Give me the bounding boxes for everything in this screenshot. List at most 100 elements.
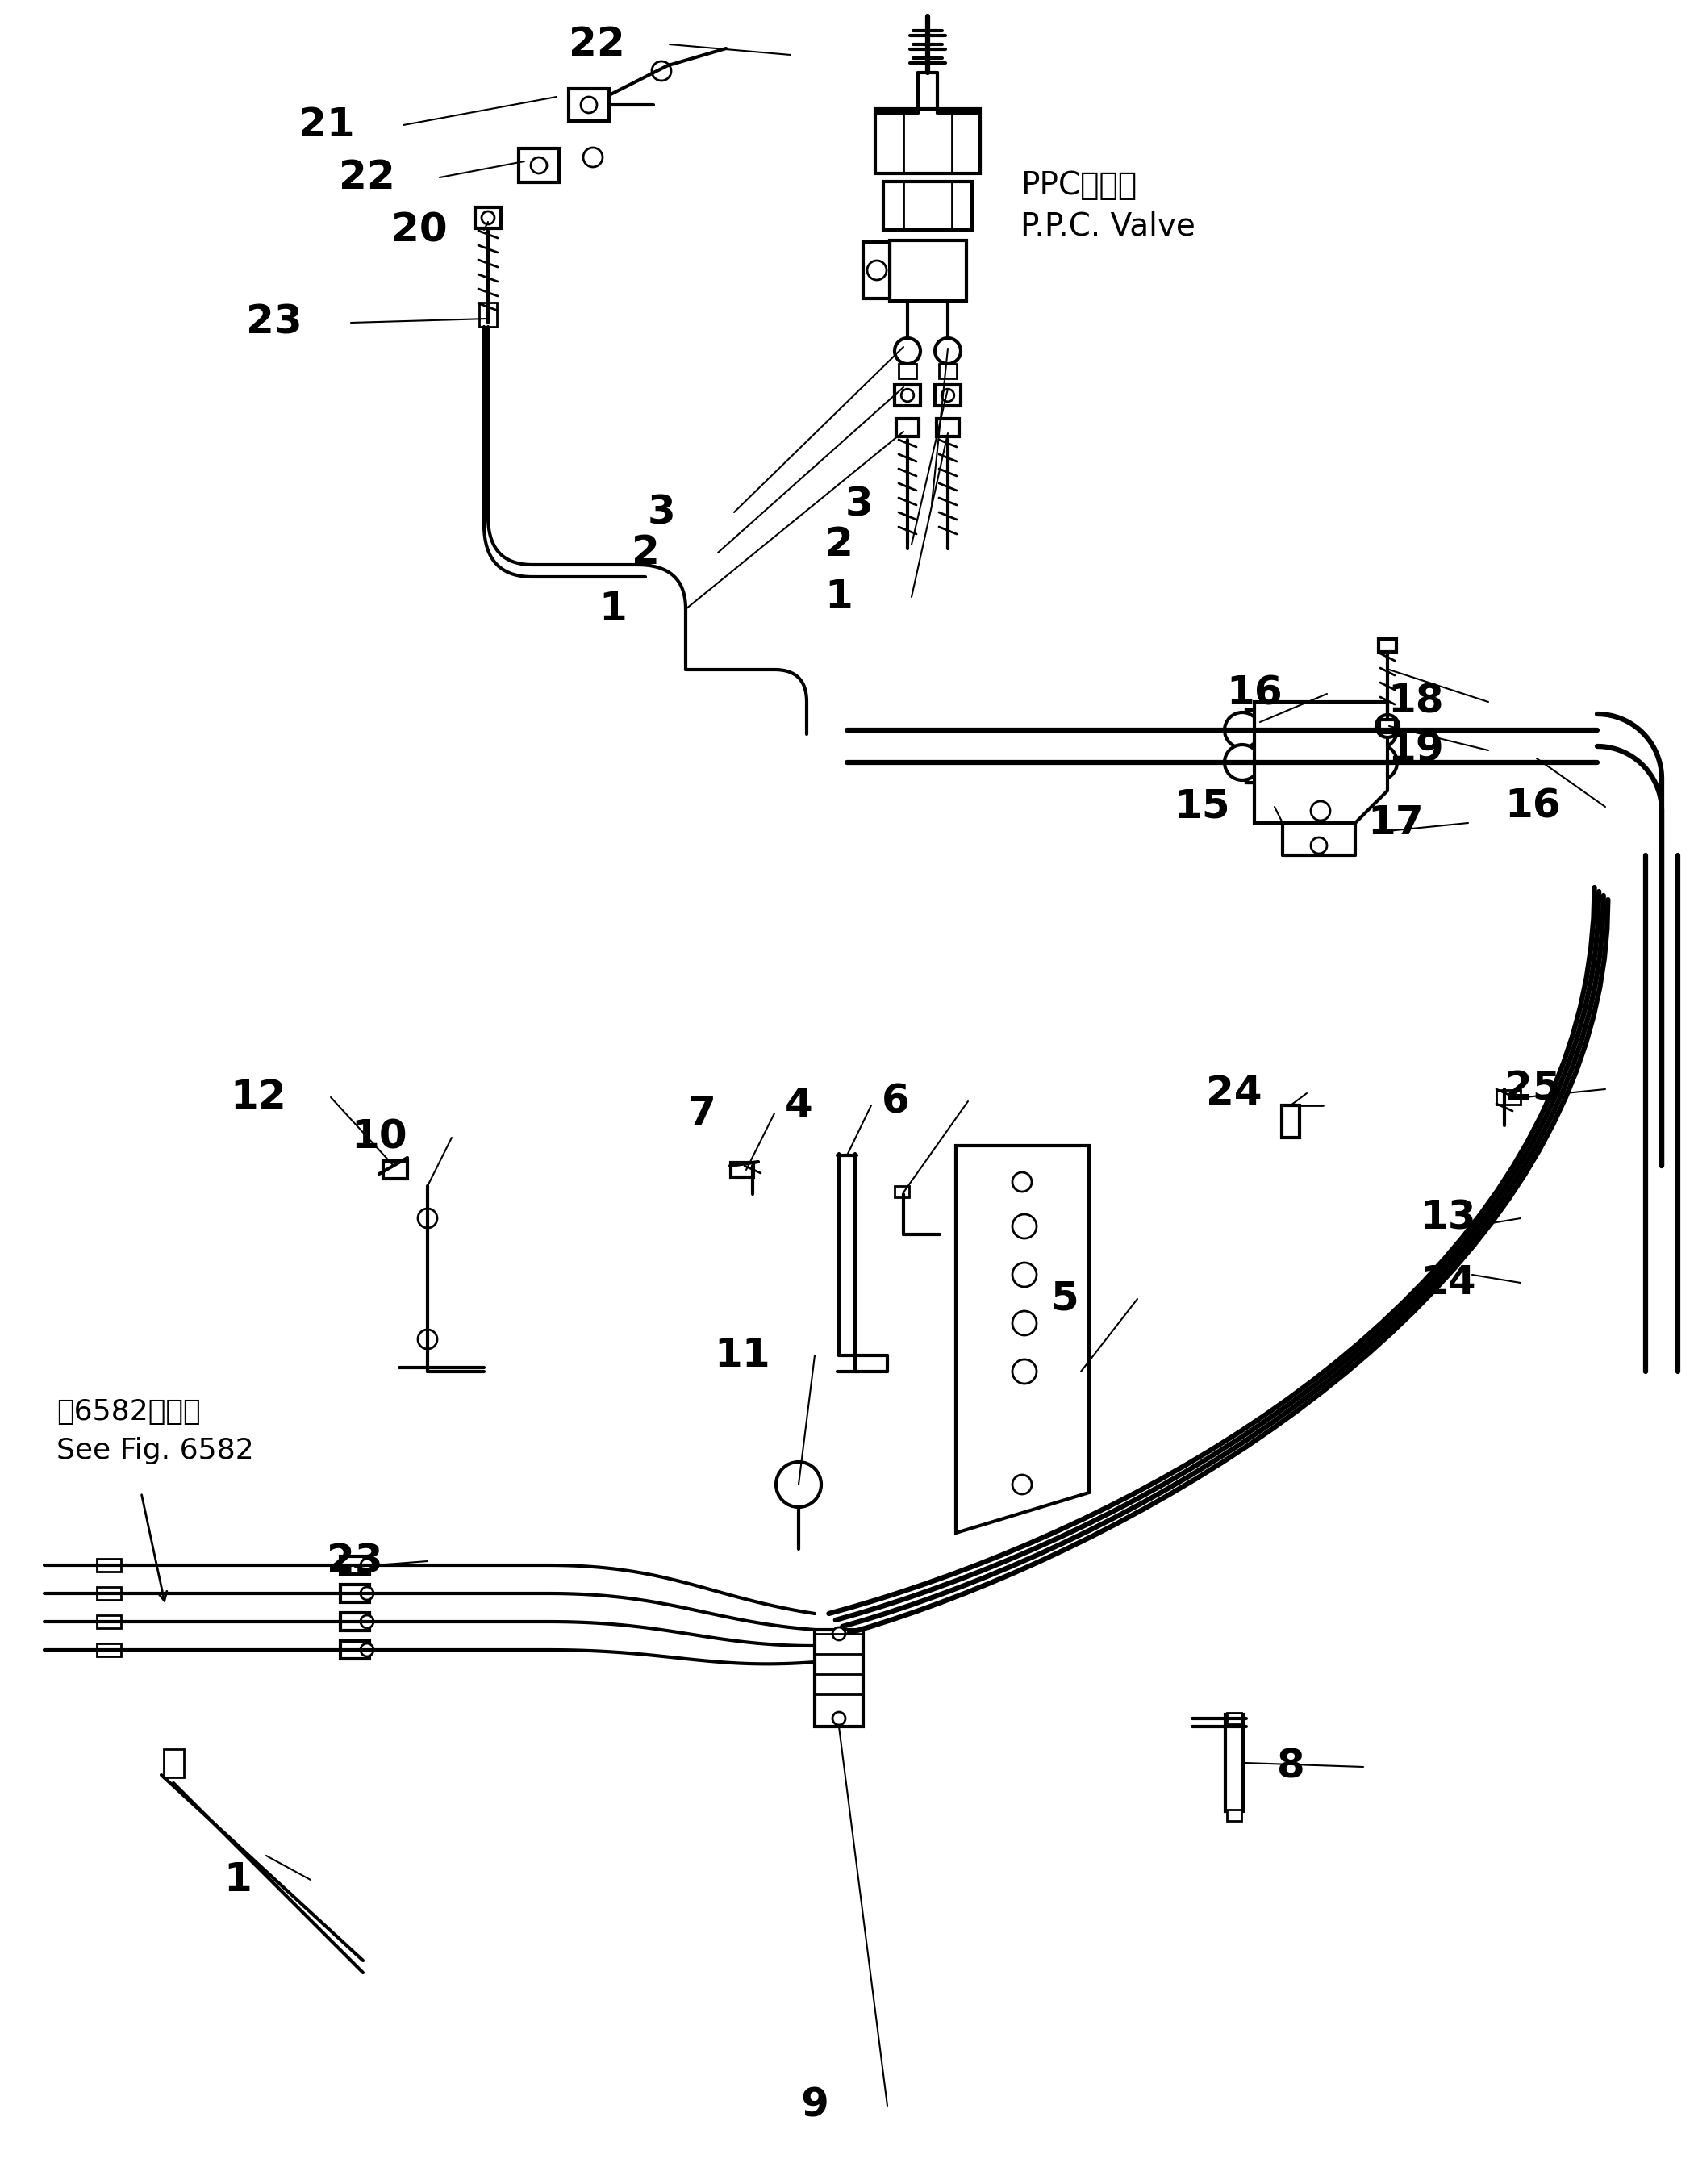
Text: 22: 22 [339, 157, 395, 197]
Circle shape [1013, 1358, 1037, 1385]
Circle shape [1311, 836, 1326, 854]
Bar [518, 149, 559, 181]
Text: 8: 8 [1277, 1747, 1304, 1787]
Circle shape [581, 96, 596, 114]
Text: 7: 7 [688, 1094, 717, 1133]
Text: PPCバルブ: PPCバルブ [1020, 170, 1137, 201]
Bar [876, 109, 981, 173]
Text: 24: 24 [1206, 1075, 1262, 1112]
Text: 3: 3 [845, 485, 872, 524]
Polygon shape [864, 242, 889, 299]
Circle shape [942, 389, 954, 402]
Text: 16: 16 [1504, 788, 1560, 826]
Bar [889, 240, 966, 301]
Bar [1379, 640, 1396, 651]
Circle shape [1376, 714, 1399, 738]
Bar [1247, 710, 1270, 782]
Circle shape [1225, 745, 1260, 780]
Bar [340, 1612, 369, 1631]
Bar [1225, 1714, 1243, 1811]
Bar [340, 1640, 369, 1660]
Circle shape [894, 339, 920, 365]
Circle shape [481, 212, 495, 225]
Bar [935, 384, 960, 406]
Text: 9: 9 [801, 2086, 828, 2125]
Circle shape [832, 1712, 845, 1725]
Bar [815, 1629, 864, 1728]
Circle shape [1013, 1262, 1037, 1286]
Circle shape [1013, 1310, 1037, 1334]
Circle shape [583, 149, 603, 166]
Text: 11: 11 [713, 1337, 771, 1374]
Polygon shape [955, 1147, 1089, 1533]
Circle shape [361, 1559, 373, 1572]
Text: 5: 5 [1050, 1280, 1079, 1319]
Bar [938, 365, 957, 378]
Bar [898, 365, 916, 378]
Text: 15: 15 [1174, 788, 1230, 826]
Circle shape [935, 339, 960, 365]
Bar [937, 419, 959, 437]
Text: 23: 23 [327, 1542, 383, 1581]
Circle shape [1013, 1214, 1037, 1238]
Circle shape [418, 1330, 437, 1350]
Bar [894, 384, 920, 406]
Circle shape [361, 1642, 373, 1655]
Bar [97, 1616, 120, 1627]
Circle shape [361, 1616, 373, 1627]
Circle shape [652, 61, 671, 81]
Circle shape [1362, 745, 1398, 780]
Circle shape [1362, 712, 1398, 747]
Bar [569, 90, 610, 120]
Text: 20: 20 [391, 210, 447, 249]
Bar [1496, 1090, 1521, 1105]
Circle shape [901, 389, 913, 402]
Text: 第6582図参照: 第6582図参照 [56, 1398, 200, 1426]
Circle shape [832, 1627, 845, 1640]
Bar [1226, 1811, 1242, 1821]
Text: 18: 18 [1387, 684, 1443, 721]
Text: 21: 21 [298, 105, 354, 144]
Bar [163, 1749, 183, 1778]
Bar [883, 181, 972, 229]
Circle shape [1225, 712, 1260, 747]
Circle shape [418, 1208, 437, 1227]
Circle shape [361, 1588, 373, 1601]
Bar [1379, 721, 1396, 732]
Circle shape [867, 260, 886, 280]
Bar [894, 1186, 910, 1197]
Text: 14: 14 [1420, 1265, 1475, 1302]
Text: 25: 25 [1504, 1070, 1560, 1109]
Text: 4: 4 [784, 1085, 813, 1125]
Text: 1: 1 [825, 577, 854, 616]
Bar [896, 419, 918, 437]
Bar [97, 1588, 120, 1601]
Circle shape [1311, 802, 1330, 821]
Text: 23: 23 [246, 304, 302, 343]
Bar [1282, 1105, 1299, 1138]
Bar [97, 1559, 120, 1572]
Bar [1247, 710, 1270, 782]
Text: 22: 22 [569, 24, 625, 63]
Bar [97, 1642, 120, 1655]
Bar [474, 207, 501, 229]
Text: 16: 16 [1226, 675, 1282, 714]
Bar [730, 1162, 754, 1177]
Text: See Fig. 6582: See Fig. 6582 [56, 1437, 254, 1463]
Bar [383, 1162, 407, 1179]
Circle shape [1013, 1173, 1032, 1192]
Circle shape [776, 1461, 822, 1507]
Text: 1: 1 [600, 590, 627, 629]
Text: 19: 19 [1387, 732, 1443, 769]
Text: 2: 2 [825, 524, 854, 563]
Text: 6: 6 [881, 1081, 910, 1120]
Text: 17: 17 [1367, 804, 1423, 843]
Text: 3: 3 [647, 494, 676, 531]
Bar [479, 304, 496, 328]
Text: 1: 1 [224, 1861, 252, 1900]
Bar [340, 1586, 369, 1603]
Bar [1226, 1712, 1242, 1723]
Circle shape [1013, 1474, 1032, 1494]
Text: P.P.C. Valve: P.P.C. Valve [1020, 210, 1196, 240]
Bar [340, 1557, 369, 1575]
